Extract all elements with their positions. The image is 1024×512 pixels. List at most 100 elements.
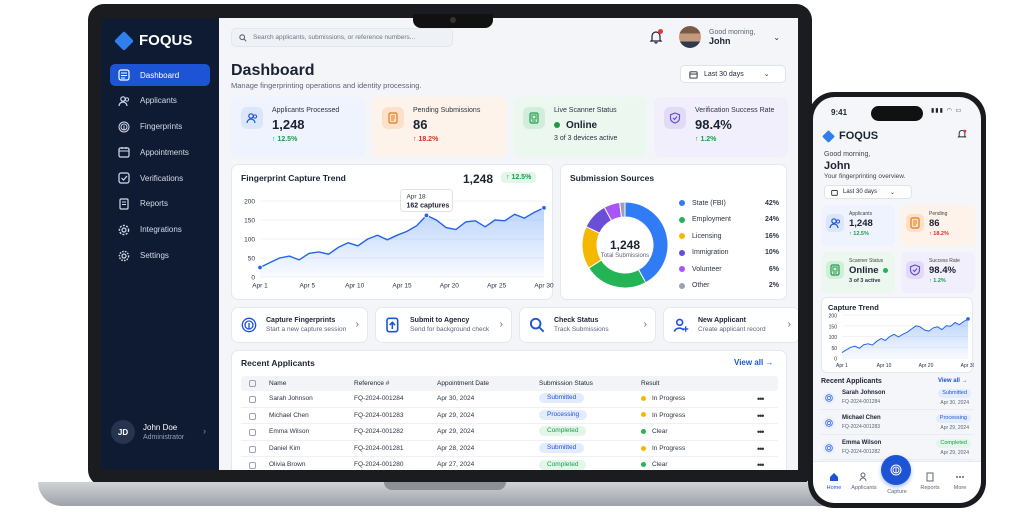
row-menu-icon[interactable]: ••• bbox=[757, 427, 765, 438]
mobile-stat-value: 86 bbox=[929, 218, 940, 229]
row-checkbox[interactable] bbox=[249, 396, 256, 403]
stat-label: Live Scanner Status bbox=[554, 107, 617, 114]
tab-capture[interactable]: Capture bbox=[882, 489, 912, 495]
sidebar-item-reports[interactable]: Reports bbox=[110, 193, 210, 215]
tab-more[interactable]: More bbox=[945, 472, 975, 491]
view-all-link[interactable]: View all → bbox=[734, 358, 774, 367]
sidebar-item-applicants[interactable]: Applicants bbox=[110, 90, 210, 112]
sidebar-item-integrations[interactable]: Integrations bbox=[110, 219, 210, 241]
cell-result: Clear bbox=[641, 457, 668, 470]
bell-icon[interactable] bbox=[957, 129, 967, 139]
list-item[interactable]: Sarah Johnson FQ-2024-001284 Submitted A… bbox=[821, 386, 973, 410]
search-input[interactable]: Search applicants, submissions, or refer… bbox=[231, 28, 453, 47]
select-all-checkbox[interactable] bbox=[249, 380, 256, 387]
mobile-stat-value-wrap: 98.4% bbox=[929, 265, 960, 276]
stat-card[interactable]: Applicants Processed 1,248 ↑ 12.5% bbox=[231, 97, 365, 157]
donut-slice-other[interactable] bbox=[619, 201, 626, 218]
tab-applicants[interactable]: Applicants bbox=[849, 472, 879, 491]
action-check-status[interactable]: Check Status Track Submissions › bbox=[519, 307, 656, 343]
mobile-row-date: Apr 29, 2024 bbox=[940, 450, 969, 456]
date-range-select[interactable]: Last 30 days ⌄ bbox=[680, 65, 786, 83]
list-item[interactable]: Michael Chen FQ-2024-001283 Processing A… bbox=[821, 411, 973, 435]
action-new-applicant[interactable]: New Applicant Create applicant record › bbox=[663, 307, 798, 343]
table-row[interactable]: Olivia Brown FQ-2024-001280 Apr 27, 2024… bbox=[241, 457, 778, 470]
action-capture-fingerprints[interactable]: Capture Fingerprints Start a new capture … bbox=[231, 307, 368, 343]
row-menu-icon[interactable]: ••• bbox=[757, 460, 765, 470]
profile-menu[interactable]: Good morning, John ⌄ bbox=[679, 26, 780, 48]
table-body: Sarah Johnson FQ-2024-001284 Apr 30, 202… bbox=[241, 391, 778, 470]
brand-logo[interactable]: FOQUS bbox=[114, 30, 192, 51]
cell-result: Clear bbox=[641, 424, 668, 441]
legend-percent: 2 bbox=[768, 282, 773, 290]
legend-dot bbox=[679, 282, 685, 289]
main-content: Search applicants, submissions, or refer… bbox=[219, 18, 798, 470]
sources-title: Submission Sources bbox=[570, 173, 655, 183]
fingerprint-icon bbox=[823, 392, 835, 404]
sidebar-item-label: Settings bbox=[140, 251, 169, 261]
more-icon bbox=[956, 476, 964, 478]
table-row[interactable]: Sarah Johnson FQ-2024-001284 Apr 30, 202… bbox=[241, 391, 778, 408]
mobile-stat-card[interactable]: Success Rate 98.4% ↑ 1.2% bbox=[901, 252, 975, 293]
donut-slice-employment[interactable] bbox=[588, 259, 647, 289]
sidebar-user[interactable]: JD John Doe Administrator › bbox=[111, 420, 206, 444]
legend-item[interactable]: Employment 24% bbox=[679, 212, 779, 229]
stat-card[interactable]: Live Scanner Status Online 3 of 3 device… bbox=[513, 97, 647, 157]
table-row[interactable]: Michael Chen FQ-2024-001283 Apr 29, 2024… bbox=[241, 408, 778, 425]
legend-item[interactable]: Other 2% bbox=[679, 278, 779, 295]
row-checkbox[interactable] bbox=[249, 462, 256, 470]
row-checkbox[interactable] bbox=[249, 445, 256, 453]
table-row[interactable]: Daniel Kim FQ-2024-001281 Apr 28, 2024 S… bbox=[241, 441, 778, 458]
data-point[interactable] bbox=[257, 264, 263, 271]
action-submit-to-agency[interactable]: Submit to Agency Send for background chec… bbox=[375, 307, 512, 343]
y-tick-label: 200 bbox=[244, 199, 255, 206]
col-submission-status[interactable]: Submission Status bbox=[539, 380, 593, 387]
row-menu-icon[interactable]: ••• bbox=[757, 394, 765, 404]
cell-status: Processing bbox=[539, 408, 588, 425]
stat-value: 86 bbox=[413, 117, 428, 132]
data-point[interactable] bbox=[541, 205, 547, 211]
gear-icon bbox=[118, 224, 130, 236]
sidebar: FOQUS Dashboard Applicants Fingerprints App… bbox=[101, 18, 219, 470]
result-label: In Progress bbox=[652, 395, 686, 402]
mobile-view-all-link[interactable]: View all → bbox=[938, 378, 968, 384]
area-fill bbox=[842, 318, 968, 358]
row-checkbox[interactable] bbox=[249, 412, 256, 420]
col-reference[interactable]: Reference # bbox=[354, 380, 390, 387]
camera-notch bbox=[413, 14, 493, 28]
legend-item[interactable]: State (FBI) 42% bbox=[679, 195, 779, 212]
tab-more-label: More bbox=[953, 485, 967, 491]
mobile-date-select[interactable]: Last 30 days ⌄ bbox=[824, 185, 912, 199]
col-appointment-date[interactable]: Appointment Date bbox=[437, 380, 490, 387]
mobile-stat-card[interactable]: Scanner Status Online 3 of 3 active bbox=[821, 252, 895, 293]
stat-card[interactable]: Verification Success Rate 98.4% ↑ 1.2% bbox=[654, 97, 788, 157]
fingerprint-icon bbox=[823, 442, 835, 454]
mobile-stat-card[interactable]: Applicants 1,248 ↑ 12.5% bbox=[821, 205, 895, 246]
mobile-brand[interactable]: FOQUS bbox=[822, 129, 878, 143]
data-point[interactable] bbox=[423, 212, 430, 219]
series-line bbox=[259, 207, 545, 269]
sidebar-item-verifications[interactable]: Verifications bbox=[110, 167, 210, 189]
row-menu-icon[interactable]: ••• bbox=[757, 443, 765, 454]
col-result[interactable]: Result bbox=[641, 380, 660, 387]
legend-item[interactable]: Licensing 16% bbox=[679, 228, 779, 245]
tab-reports[interactable]: Reports bbox=[915, 472, 945, 491]
notification-dot bbox=[658, 29, 663, 34]
sidebar-item-dashboard[interactable]: Dashboard bbox=[110, 64, 210, 86]
data-point[interactable] bbox=[966, 317, 970, 321]
sidebar-item-appointments[interactable]: Appointments bbox=[110, 141, 210, 163]
sidebar-item-settings[interactable]: Settings bbox=[110, 245, 210, 267]
legend-item[interactable]: Volunteer 6% bbox=[679, 261, 779, 278]
tab-home[interactable]: Home bbox=[819, 472, 849, 491]
legend-item[interactable]: Immigration 10% bbox=[679, 245, 779, 262]
area-fill bbox=[260, 207, 544, 277]
sidebar-item-fingerprints[interactable]: Fingerprints bbox=[110, 116, 210, 138]
sidebar-item-label: Dashboard bbox=[140, 70, 180, 80]
table-row[interactable]: Emma Wilson FQ-2024-001282 Apr 29, 2024 … bbox=[241, 424, 778, 441]
stat-card[interactable]: Pending Submissions 86 ↑ 18.2% bbox=[372, 97, 506, 157]
row-menu-icon[interactable]: ••• bbox=[757, 410, 765, 421]
fingerprint-icon bbox=[890, 464, 902, 476]
row-checkbox[interactable] bbox=[249, 429, 256, 437]
col-name[interactable]: Name bbox=[269, 380, 287, 387]
capture-fab[interactable] bbox=[881, 455, 911, 485]
mobile-stat-card[interactable]: Pending 86 ↑ 18.2% bbox=[901, 205, 975, 246]
